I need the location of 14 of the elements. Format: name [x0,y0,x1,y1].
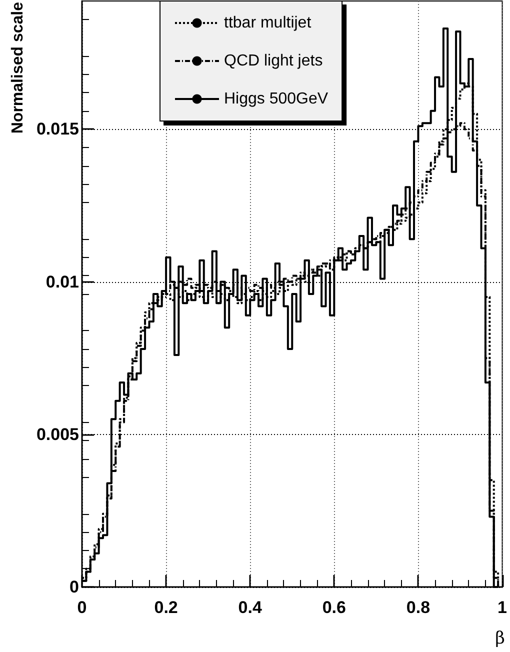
x-tick-label: 0.2 [154,598,178,617]
x-axis-title: β [495,628,505,648]
x-tick-label: 1 [498,598,508,617]
x-tick-label: 0.4 [238,598,262,617]
y-tick-label: 0.01 [46,272,79,292]
legend-label: ttbar multijet [224,14,312,32]
x-tick-label: 0.8 [406,598,430,617]
legend-label: QCD light jets [224,52,323,70]
y-tick-label: 0.015 [36,120,79,139]
y-tick-label: 0.005 [36,424,79,444]
y-axis-title: Normalised scale [10,2,26,134]
x-tick-label: 0.6 [322,598,346,617]
legend-label: Higgs 500GeV [224,90,328,108]
y-tick-label: 0 [70,578,79,596]
